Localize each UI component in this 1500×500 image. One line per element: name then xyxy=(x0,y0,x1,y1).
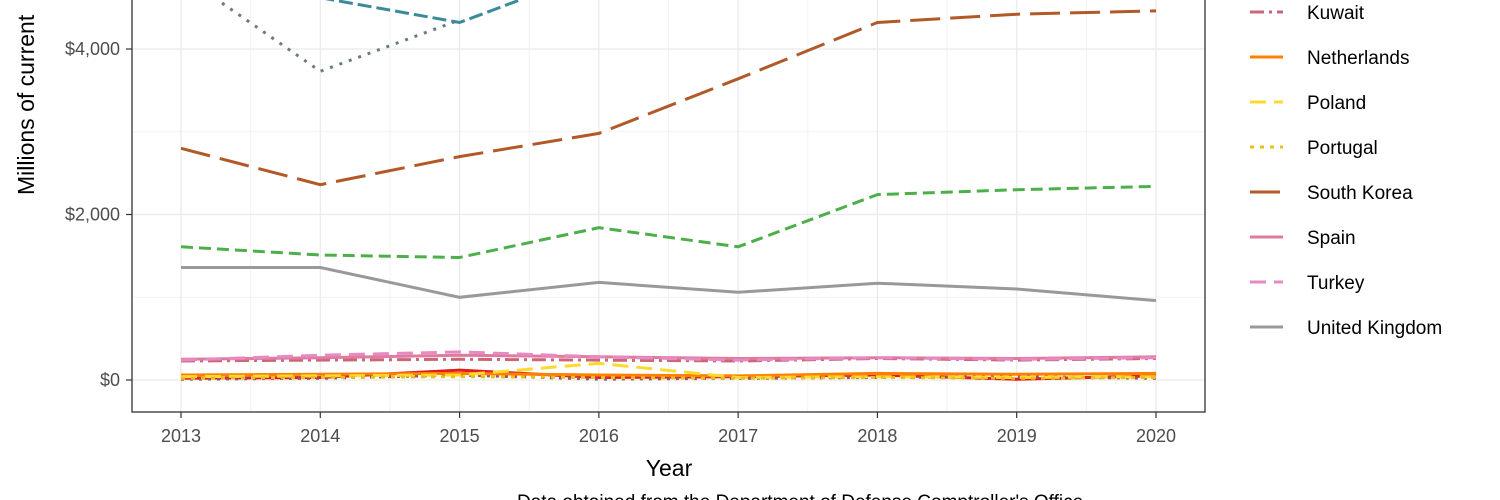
x-tick-label: 2019 xyxy=(997,426,1037,446)
x-tick-label: 2016 xyxy=(579,426,619,446)
series-line xyxy=(180,184,1157,260)
legend-label: South Korea xyxy=(1307,183,1413,204)
x-tick-label: 2014 xyxy=(300,426,340,446)
series-line-netherlands xyxy=(180,371,1157,378)
legend: Kuwait Netherlands Poland Portugal South Kor… xyxy=(1250,3,1442,339)
axes-layer: 2013 2014 2015 2016 2017 2018 2019 2020 $0 $2,000… xyxy=(65,0,1206,446)
series-lines xyxy=(180,0,1157,381)
series-line-south-korea xyxy=(180,9,1157,187)
x-tick-label: 2015 xyxy=(440,426,480,446)
series-line-united-kingdom xyxy=(181,266,1157,303)
legend-label: Turkey xyxy=(1307,273,1365,294)
series-line-turkey xyxy=(180,350,1157,362)
legend-label: Netherlands xyxy=(1307,48,1409,69)
grid-layer xyxy=(132,0,1205,412)
legend-label: Spain xyxy=(1307,228,1356,249)
legend-label: United Kingdom xyxy=(1307,318,1442,339)
chart-caption: Data obtained from the Department of Def… xyxy=(517,492,1083,500)
series-line-portugal xyxy=(180,375,1157,380)
series-line xyxy=(324,0,525,25)
y-tick-label: $2,000 xyxy=(65,205,120,225)
x-tick-label: 2013 xyxy=(161,426,201,446)
x-tick-label: 2017 xyxy=(718,426,758,446)
panel-border xyxy=(131,0,1206,413)
x-tick-label: 2020 xyxy=(1136,426,1176,446)
legend-label: Poland xyxy=(1307,93,1366,114)
legend-label: Kuwait xyxy=(1307,3,1365,24)
legend-label: Portugal xyxy=(1307,138,1378,159)
y-axis-title: Millions of current xyxy=(13,14,39,195)
x-axis-title: Year xyxy=(646,455,693,481)
x-tick-label: 2018 xyxy=(857,426,897,446)
y-tick-label: $0 xyxy=(100,370,120,390)
y-tick-label: $4,000 xyxy=(65,39,120,59)
series-line-poland xyxy=(180,361,1157,380)
